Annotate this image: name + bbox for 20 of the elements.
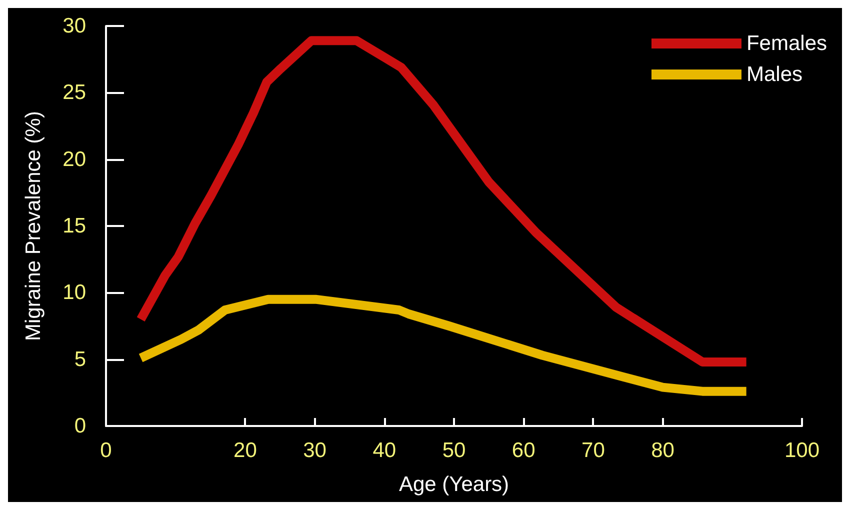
y-tick-label: 10: [62, 281, 86, 304]
legend-label: Males: [746, 63, 803, 86]
y-tick-label: 25: [62, 81, 86, 104]
y-tick-label: 30: [62, 14, 86, 38]
x-tick-label: 50: [442, 439, 466, 462]
y-tick-label: 15: [62, 214, 86, 238]
legend-label: Females: [746, 32, 828, 55]
x-tick-label: 0: [100, 439, 112, 462]
x-tick-label: 70: [582, 439, 605, 462]
x-axis-title: Age (Years): [398, 473, 510, 496]
x-tick-label: 80: [651, 439, 674, 462]
y-tick-label: 5: [74, 348, 86, 371]
x-tick-label: 20: [234, 439, 257, 462]
y-axis-title: Migraine Prevalence (%): [22, 111, 45, 341]
x-tick-label: 40: [372, 439, 396, 462]
x-tick-label: 60: [512, 439, 536, 462]
x-tick-label: 30: [303, 439, 326, 462]
y-tick-label: 20: [62, 148, 86, 171]
y-tick-label: 0: [74, 414, 86, 438]
x-tick-label: 100: [784, 439, 820, 462]
